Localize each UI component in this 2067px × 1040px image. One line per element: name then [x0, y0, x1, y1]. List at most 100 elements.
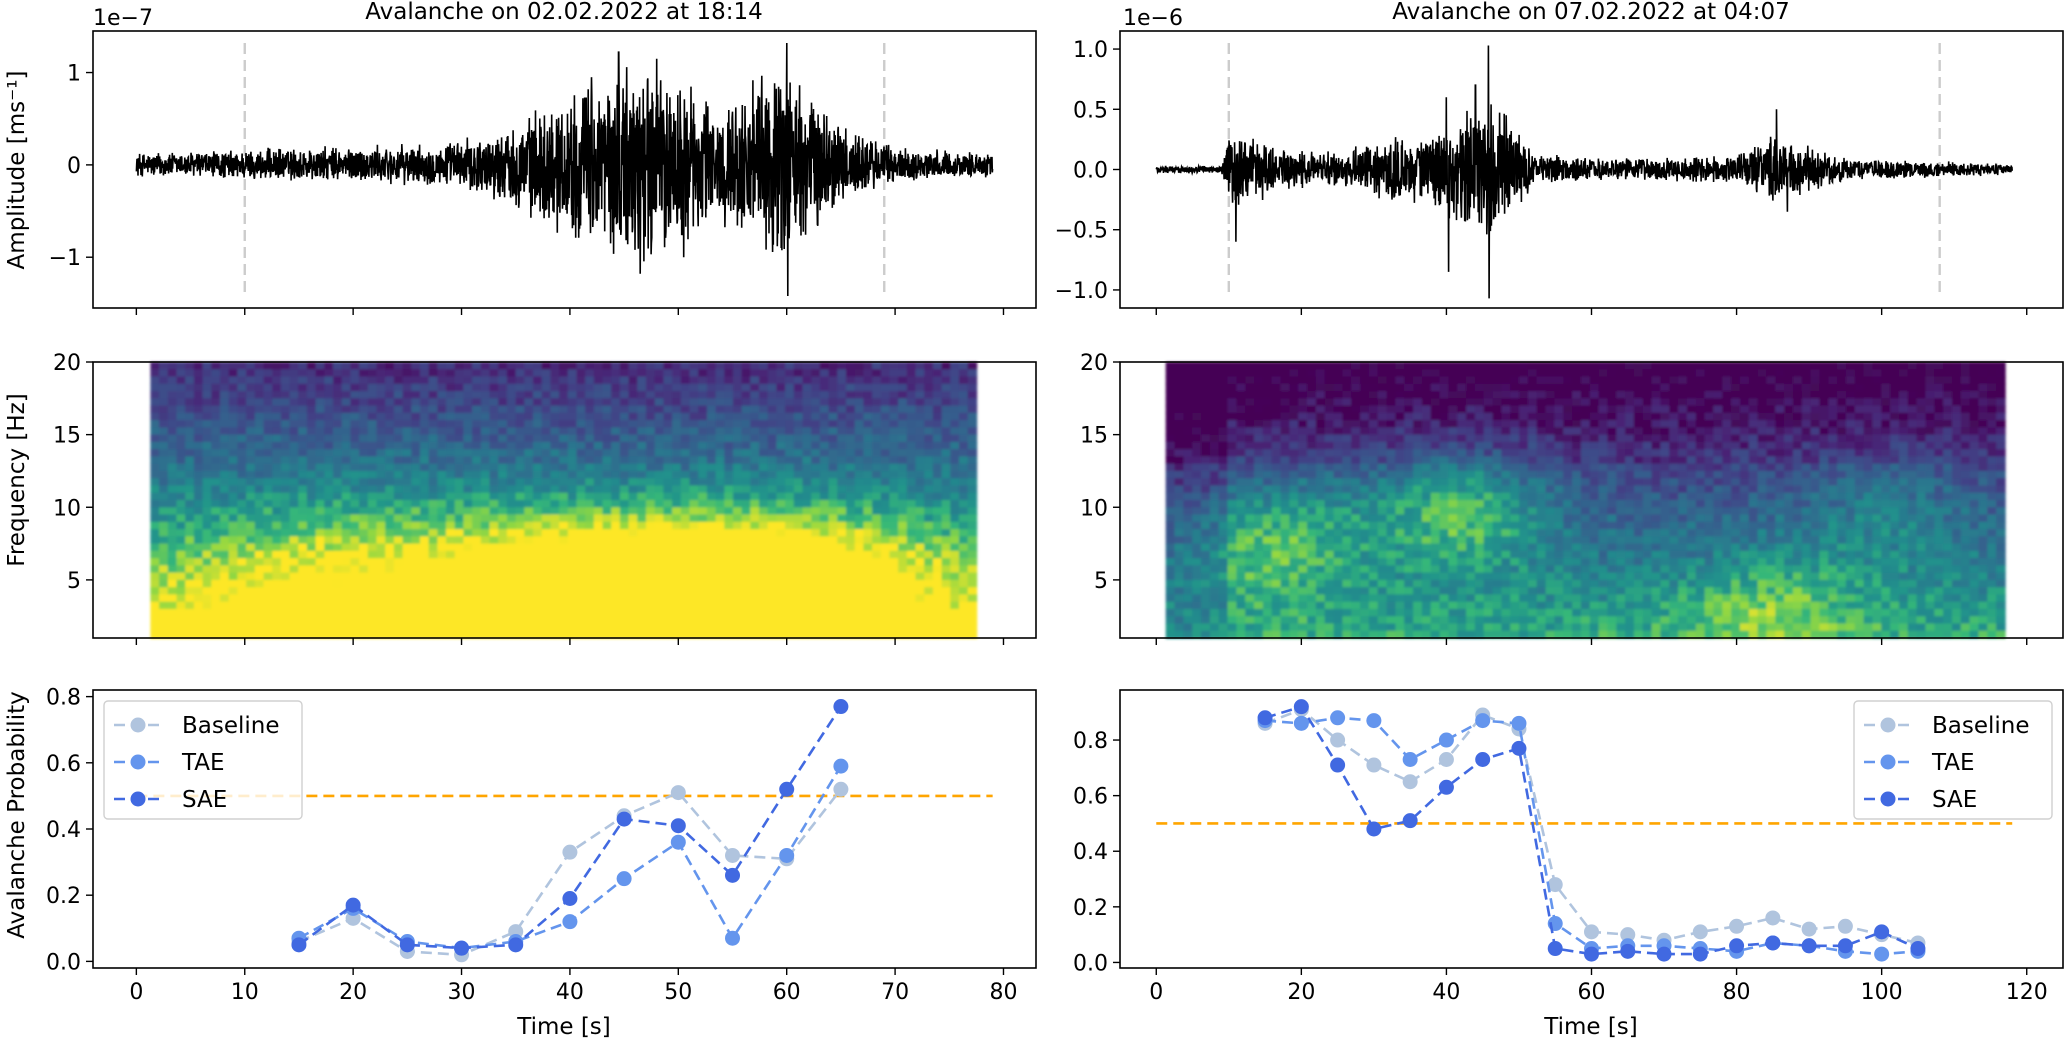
spectrogram-cell [1315, 376, 1326, 385]
spectrogram-cell [646, 550, 656, 559]
spectrogram-cell [889, 594, 899, 603]
spectrogram-cell [776, 427, 786, 436]
spectrogram-cell [585, 630, 595, 639]
spectrogram-cell [1289, 463, 1299, 472]
spectrogram-cell [1227, 601, 1238, 610]
spectrogram-cell [159, 630, 169, 639]
spectrogram-cell [420, 449, 430, 458]
spectrogram-cell [654, 529, 665, 538]
spectrogram-cell [315, 434, 326, 443]
spectrogram-cell [550, 434, 560, 443]
spectrogram-cell [480, 427, 491, 436]
spectrogram-cell [689, 550, 699, 559]
spectrogram-cell [446, 608, 456, 617]
spectrogram-cell [1289, 594, 1299, 603]
spectrogram-cell [254, 616, 265, 625]
spectrogram-cell [576, 434, 586, 443]
spectrogram-cell [350, 630, 360, 639]
spectrogram-cell [1271, 623, 1282, 632]
spectrogram-cell [1298, 427, 1308, 436]
spectrogram-cell [367, 405, 378, 414]
spectrogram-cell [150, 550, 160, 559]
spectrogram-cell [402, 376, 413, 385]
spectrogram-cell [932, 449, 943, 458]
spectrogram-cell [759, 565, 769, 574]
spectrogram-cell [489, 594, 499, 603]
spectrogram-cell [272, 529, 282, 538]
spectrogram-cell [437, 507, 447, 516]
spectrogram-cell [646, 478, 656, 487]
spectrogram-cell [706, 420, 717, 429]
spectrogram-cell [446, 601, 456, 610]
spectrogram-cell [680, 362, 691, 371]
spectrogram-cell [202, 529, 213, 538]
spectrogram-cell [1413, 550, 1423, 559]
spectrogram-cell [541, 362, 552, 371]
spectrogram-cell [1324, 543, 1335, 552]
spectrogram-cell [289, 608, 300, 617]
spectrogram-cell [159, 391, 169, 400]
spectrogram-cell [854, 500, 865, 509]
spectrogram-cell [1209, 587, 1220, 596]
spectrogram-cell [619, 391, 630, 400]
spectrogram-cell [706, 572, 717, 581]
spectrogram-cell [776, 601, 786, 610]
spectrogram-cell [1395, 463, 1405, 472]
spectrogram-cell [828, 441, 839, 450]
spectrogram-cell [333, 572, 343, 581]
spectrogram-cell [1360, 420, 1370, 429]
spectrogram-cell [1218, 572, 1229, 581]
spectrogram-cell [167, 456, 178, 465]
spectrogram-cell [289, 492, 300, 501]
spectrogram-cell [393, 579, 404, 588]
spectrogram-cell [463, 558, 473, 567]
spectrogram-cell [1466, 391, 1476, 400]
spectrogram-cell [1201, 420, 1211, 429]
spectrogram-cell [385, 565, 395, 574]
spectrogram-cell [289, 478, 300, 487]
spectrogram-cell [411, 608, 421, 617]
spectrogram-cell [559, 500, 569, 509]
spectrogram-cell [472, 369, 482, 378]
spectrogram-cell [263, 587, 273, 596]
spectrogram-cell [515, 434, 526, 443]
spectrogram-cell [1236, 441, 1246, 450]
spectrogram-cell [776, 550, 786, 559]
spectrogram-cell [341, 405, 352, 414]
spectrogram-cell [1457, 470, 1467, 479]
spectrogram-cell [324, 601, 334, 610]
spectrogram-cell [1360, 456, 1370, 465]
spectrogram-cell [585, 369, 595, 378]
spectrogram-cell [350, 449, 360, 458]
spectrogram-cell [1439, 500, 1450, 509]
spectrogram-cell [385, 587, 395, 596]
spectrogram-cell [463, 536, 473, 545]
spectrogram-cell [1271, 362, 1282, 371]
spectrogram-cell [1439, 376, 1450, 385]
spectrogram-cell [889, 507, 899, 516]
spectrogram-cell [593, 449, 604, 458]
spectrogram-cell [941, 369, 952, 378]
spectrogram-cell [1315, 492, 1326, 501]
spectrogram-cell [663, 398, 673, 407]
spectrogram-cell [724, 500, 734, 509]
spectrogram-cell [1351, 500, 1361, 509]
spectrogram-cell [793, 565, 804, 574]
spectrogram-cell [350, 514, 360, 523]
spectrogram-cell [663, 420, 673, 429]
spectrogram-cell [159, 449, 169, 458]
spectrogram-cell [393, 601, 404, 610]
spectrogram-cell [863, 376, 873, 385]
spectrogram-cell [1404, 587, 1414, 596]
spectrogram-cell [628, 529, 639, 538]
spectrogram-cell [1351, 608, 1361, 617]
spectrogram-cell [967, 478, 978, 487]
spectrogram-cell [619, 579, 630, 588]
spectrogram-cell [411, 434, 421, 443]
spectrogram-cell [611, 369, 621, 378]
spectrogram-cell [333, 376, 343, 385]
spectrogram-cell [515, 492, 526, 501]
spectrogram-cell [254, 398, 265, 407]
spectrogram-cell [724, 543, 734, 552]
spectrogram-cell [220, 543, 230, 552]
